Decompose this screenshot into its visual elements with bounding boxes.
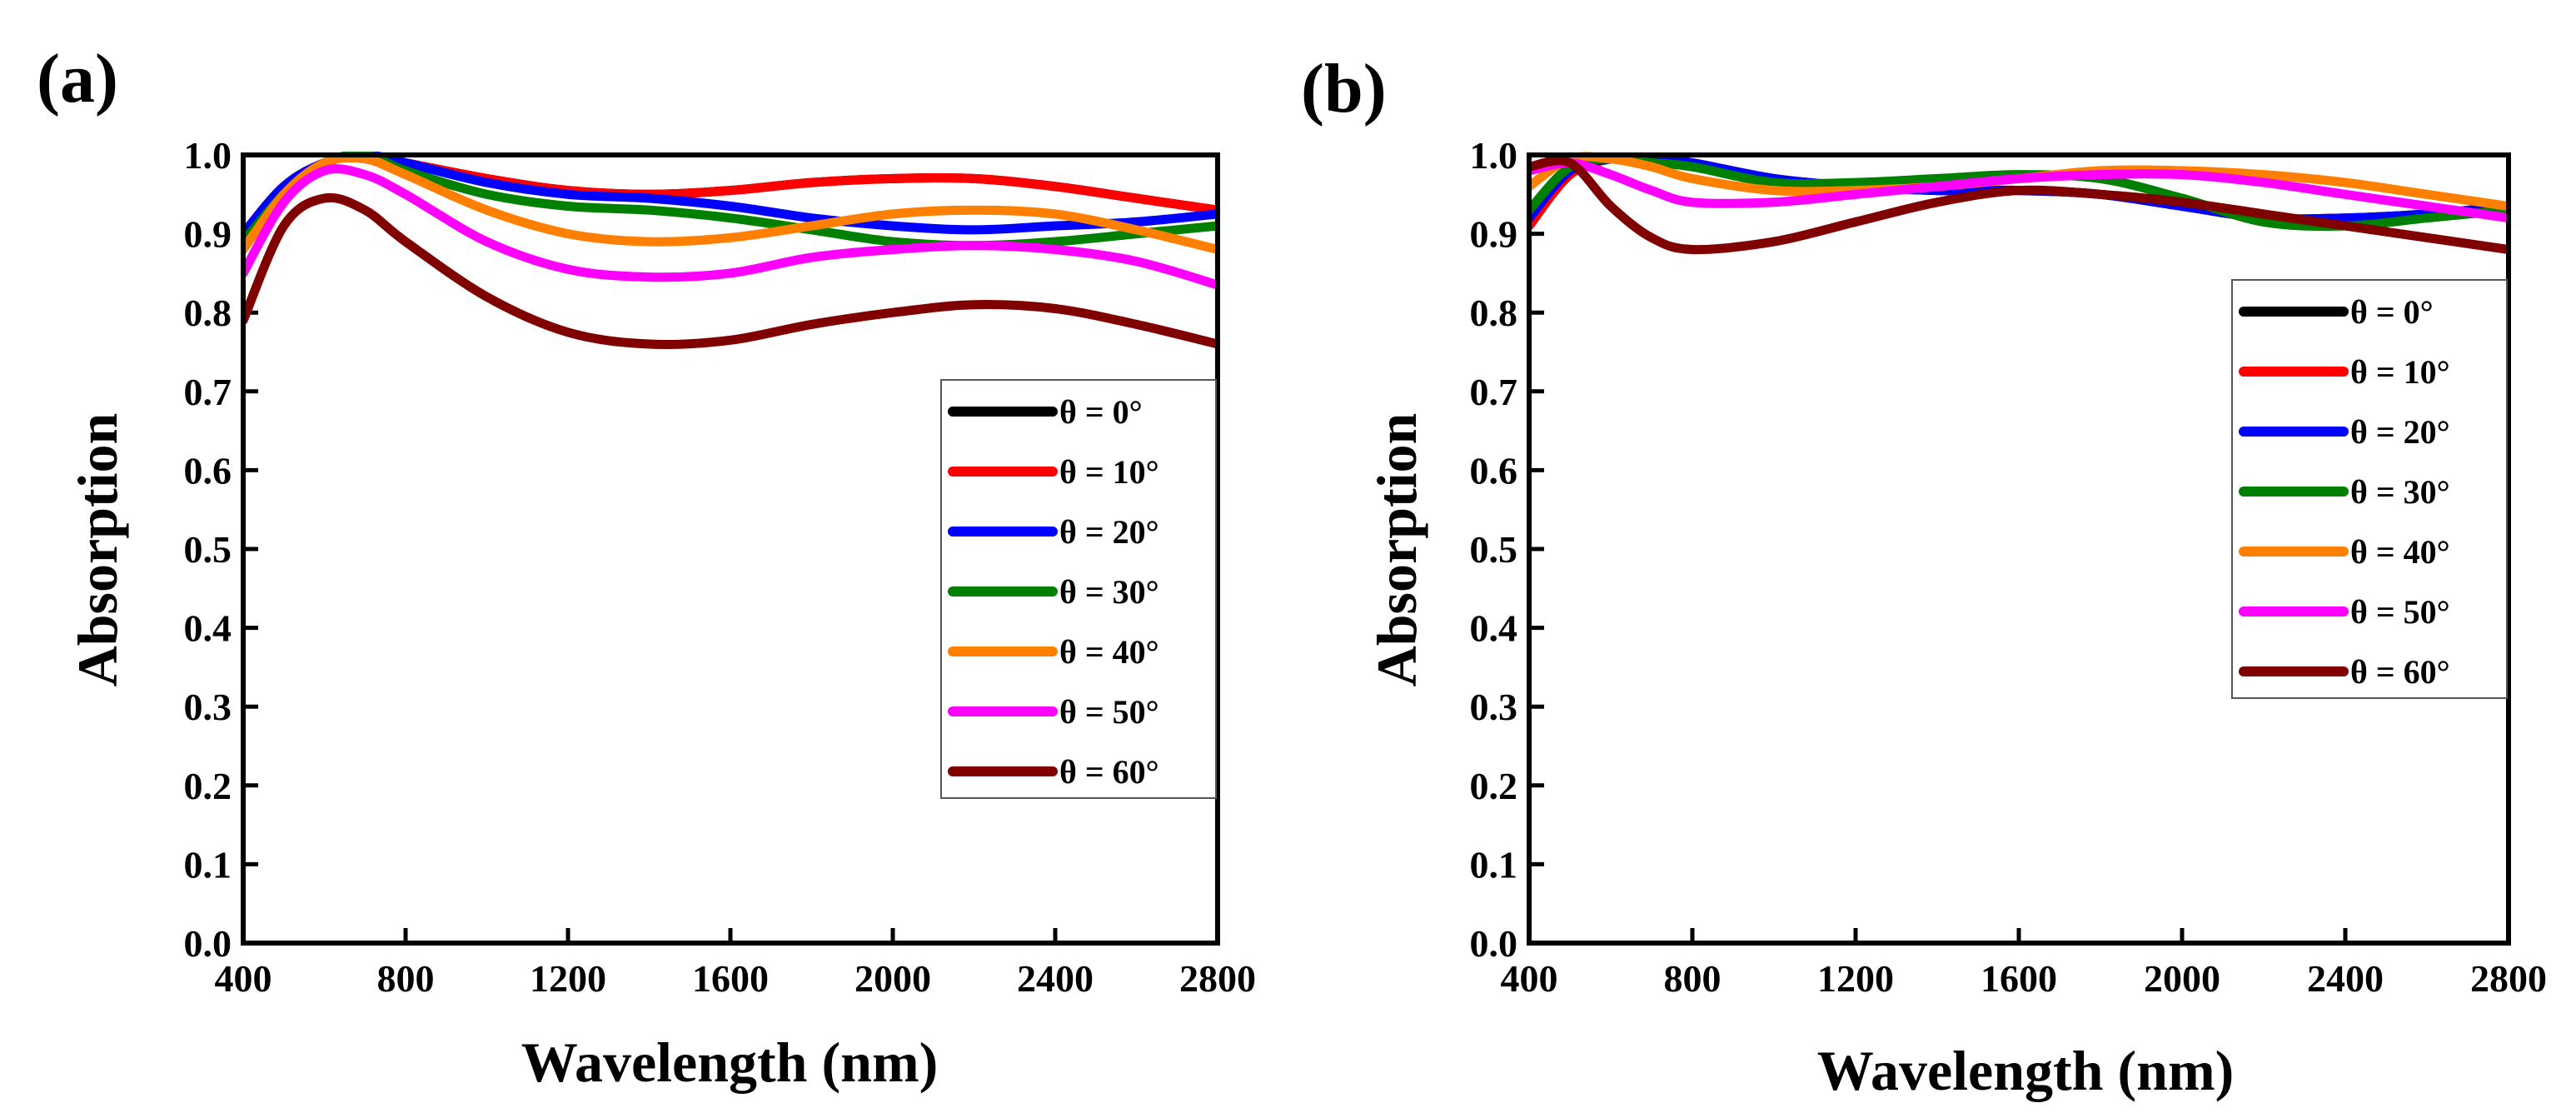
panel-b-y-tick-label: 0.1: [1470, 843, 1518, 886]
panel-b-x-axis-title: Wavelength (nm): [1817, 1039, 2235, 1102]
panel-b-x-tick-label: 1200: [1817, 957, 1894, 1000]
panel-a-x-axis-title: Wavelength (nm): [521, 1031, 939, 1094]
panel-a-legend-label-0: θ = 0°: [1059, 393, 1143, 431]
panel-b-x-tick-label: 400: [1501, 957, 1558, 1000]
panel-a-x-tick-label: 2000: [855, 957, 931, 1000]
panel-a-x-tick-label: 1200: [530, 957, 606, 1000]
panel-a-y-tick-label: 0.8: [184, 292, 232, 334]
panel-a-legend-label-3: θ = 30°: [1059, 573, 1159, 611]
panel-a-y-tick-label: 0.7: [184, 371, 232, 413]
panel-b-y-tick-label: 0.8: [1470, 292, 1518, 334]
panel-a-series-line-6: [243, 192, 1218, 350]
panel-a-legend: θ = 0° θ = 10° θ = 20° θ = 30° θ = 40° θ = 50…: [940, 379, 1217, 799]
panel-a-legend-label-6: θ = 60°: [1059, 753, 1159, 791]
panel-a-legend-label-4: θ = 40°: [1059, 633, 1159, 671]
chart-panel-a: (a) Absorption Wavelength (nm) 400 800 120…: [37, 40, 1256, 1094]
panel-b-legend-label-5: θ = 50°: [2350, 593, 2450, 631]
panel-a-x-tick-label: 800: [377, 957, 435, 1000]
panel-a-y-tick-label: 0.5: [184, 528, 232, 571]
panel-a-y-tick-label: 0.3: [184, 686, 232, 728]
panel-a-y-tick-label: 0.2: [184, 765, 232, 807]
chart-panel-b: (b) Absorption Wavelength (nm) 400 800 120…: [1301, 50, 2547, 1102]
panel-b-legend: θ = 0° θ = 10° θ = 20° θ = 30° θ = 40° θ = 50…: [2231, 279, 2508, 699]
panel-a-label: (a): [37, 40, 118, 117]
panel-a-y-tick-label: 0.9: [184, 213, 232, 256]
panel-a-x-tick-label: 400: [215, 957, 272, 1000]
panel-b-legend-label-0: θ = 0°: [2350, 293, 2434, 331]
panel-a-y-tick-label: 0.4: [184, 607, 232, 650]
panel-a-y-tick-label: 1.0: [184, 134, 232, 177]
panel-a-legend-label-2: θ = 20°: [1059, 513, 1159, 551]
panel-b-x-tick-label: 800: [1664, 957, 1721, 1000]
panel-a-legend-label-1: θ = 10°: [1059, 453, 1159, 491]
panel-b-legend-label-1: θ = 10°: [2350, 353, 2450, 391]
panel-b-legend-label-6: θ = 60°: [2350, 653, 2450, 691]
panel-b-plot-frame: [1527, 152, 2511, 946]
panel-b-series-line-6: [1529, 156, 2509, 255]
panel-b-y-tick-label: 0.3: [1470, 686, 1518, 728]
panel-a-ticks: 400 800 1200 1600 2000 2400 2800 0.0 0.1 0.2 0.3 0.…: [184, 134, 1257, 1000]
panel-a-plot-frame: [241, 152, 1220, 946]
panel-a-x-tick-label: 2800: [1179, 957, 1256, 1000]
panel-b-y-axis-title: Absorption: [1365, 413, 1428, 687]
panel-a-legend-label-5: θ = 50°: [1059, 693, 1159, 731]
panel-b-y-tick-label: 0.9: [1470, 213, 1518, 256]
panel-b-y-tick-label: 0.4: [1470, 607, 1518, 650]
panel-b-y-tick-label: 0.7: [1470, 371, 1518, 413]
panel-b-x-tick-label: 2400: [2307, 957, 2384, 1000]
panel-b-y-tick-label: 1.0: [1470, 134, 1518, 177]
panel-b-x-tick-label: 2000: [2144, 957, 2220, 1000]
panel-b-series-line-5: [1529, 157, 2509, 223]
panel-a-y-axis-title: Absorption: [66, 413, 129, 687]
panel-a-series-line-4: [243, 152, 1218, 254]
panel-b-y-tick-label: 0.0: [1470, 922, 1518, 965]
panel-b-x-tick-label: 2800: [2470, 957, 2547, 1000]
panel-b-x-tick-label: 1600: [1981, 957, 2057, 1000]
panel-a-y-tick-label: 0.0: [184, 922, 232, 965]
panel-b-legend-label-4: θ = 40°: [2350, 533, 2450, 571]
panel-b-legend-label-2: θ = 20°: [2350, 413, 2450, 451]
panel-b-legend-label-3: θ = 30°: [2350, 473, 2450, 511]
panel-b-y-tick-label: 0.5: [1470, 528, 1518, 571]
panel-a-series-line-5: [243, 164, 1218, 290]
panel-a-x-tick-label: 2400: [1017, 957, 1094, 1000]
panel-a-x-tick-label: 1600: [692, 957, 769, 1000]
panel-b-y-tick-label: 0.2: [1470, 765, 1518, 807]
panel-b-y-tick-label: 0.6: [1470, 449, 1518, 492]
panel-b-series: [1529, 152, 2509, 255]
panel-b-label: (b): [1301, 50, 1387, 127]
panel-a-y-tick-label: 0.1: [184, 843, 232, 886]
panel-a-y-tick-label: 0.6: [184, 449, 232, 492]
